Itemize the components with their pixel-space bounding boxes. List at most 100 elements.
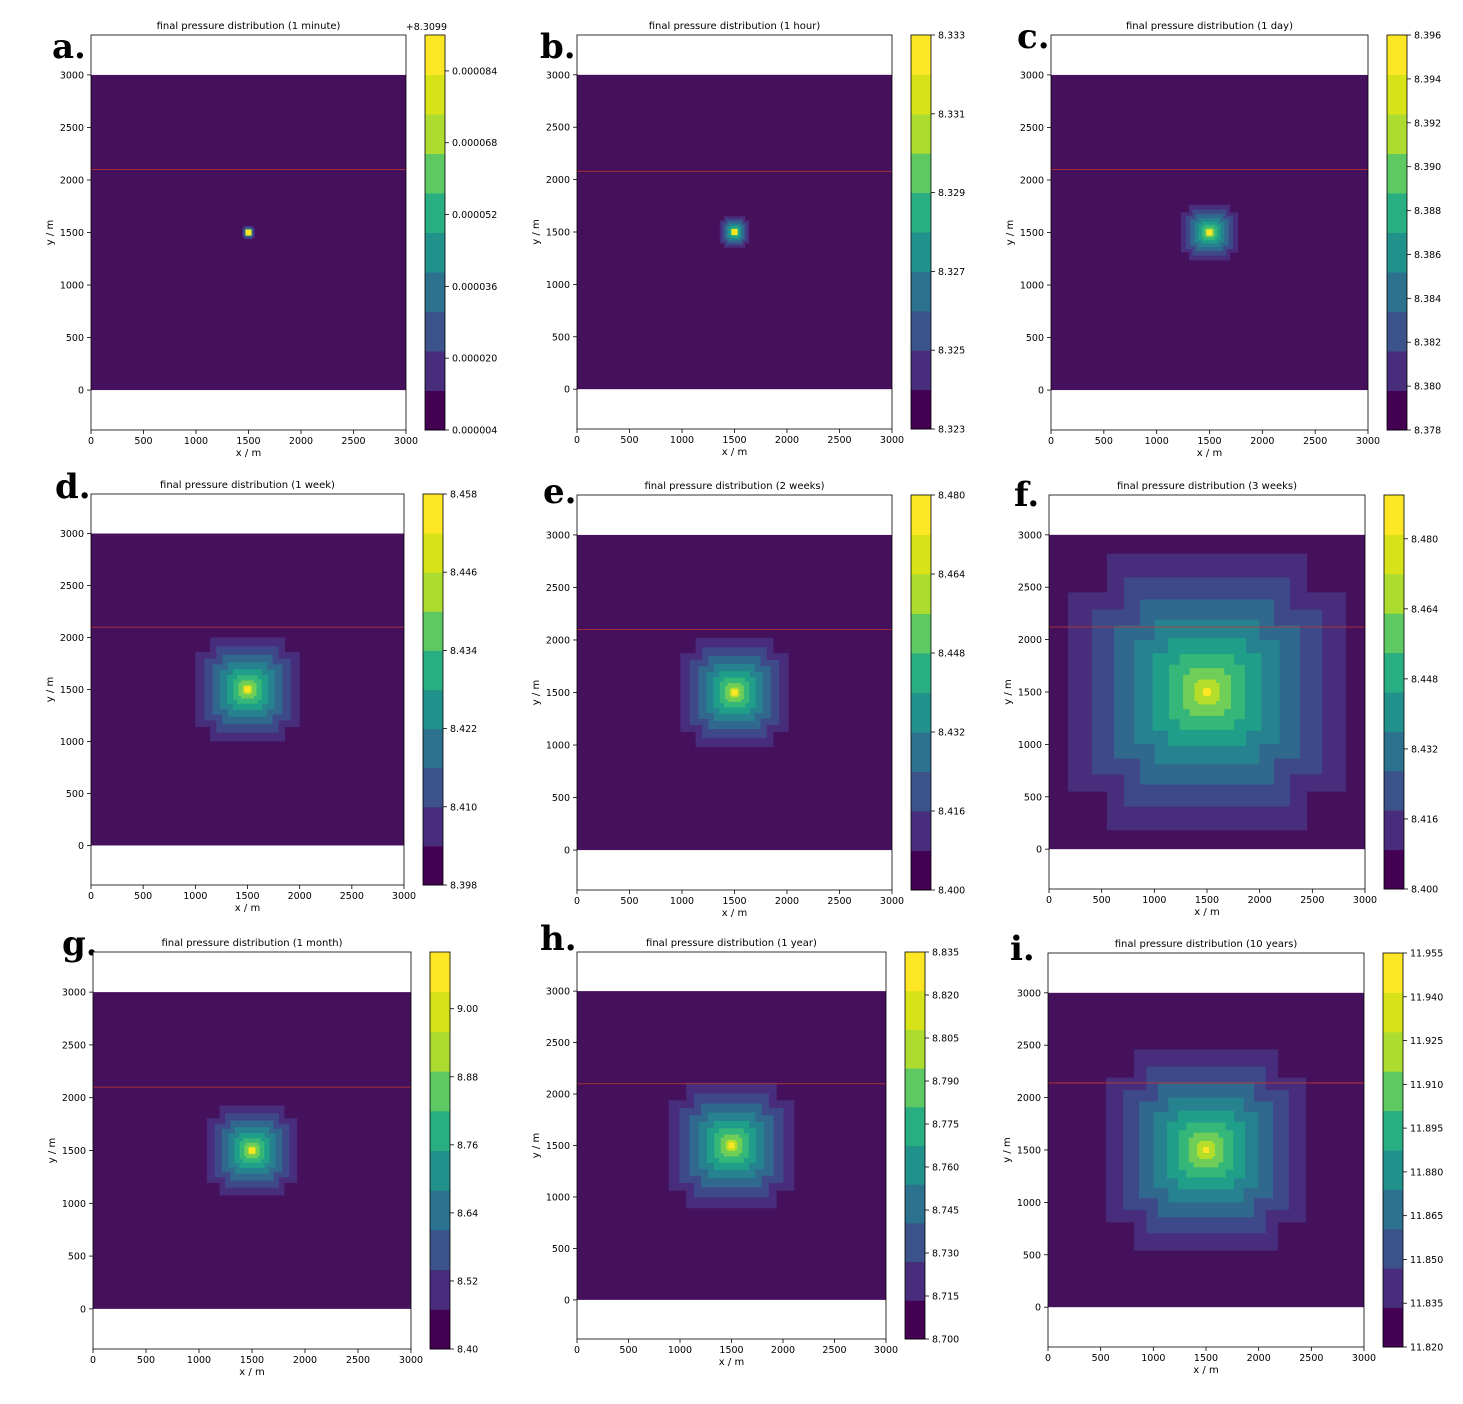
colorbar-tick-label: 8.480	[938, 491, 965, 502]
panel-title: final pressure distribution (1 year)	[646, 938, 817, 949]
colorbar-band	[1383, 1150, 1403, 1190]
x-tick-label: 1000	[668, 1345, 692, 1356]
colorbar-frame	[910, 34, 932, 430]
colorbar-tick-label: 8.745	[932, 1206, 959, 1217]
colorbar-band	[1387, 272, 1407, 312]
colorbar-band	[430, 1309, 450, 1350]
x-tick-label: 0	[1045, 1353, 1051, 1364]
x-tick-label: 2000	[1248, 895, 1272, 906]
panel-letter: f.	[1014, 475, 1039, 515]
y-tick-label: 0	[78, 841, 84, 852]
colorbar-band	[911, 495, 931, 535]
colorbar-band	[425, 193, 445, 233]
x-axis-label: x / m	[1193, 1365, 1218, 1376]
panel-title: final pressure distribution (1 week)	[160, 480, 335, 491]
colorbar-tick-label: 8.432	[1411, 744, 1438, 755]
colorbar-tick-label: 8.700	[932, 1335, 959, 1346]
y-axis-label: y / m	[47, 1138, 58, 1163]
colorbar-tick-label: 11.895	[1410, 1124, 1443, 1135]
x-axis-label: x / m	[239, 1367, 264, 1378]
colorbar-frame	[429, 951, 451, 1350]
x-tick-label: 3000	[880, 896, 904, 907]
colorbar-tick-label: 8.331	[938, 109, 965, 120]
colorbar-tick-label: 8.378	[1414, 426, 1441, 437]
colorbar-band	[423, 767, 443, 808]
y-tick-label: 1000	[546, 1192, 570, 1203]
y-tick-label: 2000	[546, 1090, 570, 1101]
colorbar-tick-label: 11.880	[1410, 1167, 1443, 1178]
y-tick-label: 1000	[546, 280, 570, 291]
colorbar-band	[905, 990, 925, 1030]
colorbar-tick-label: 0.000052	[452, 210, 497, 221]
panel-letter: g.	[62, 924, 98, 964]
colorbar-band	[423, 845, 443, 886]
colorbar-offset-label: +8.3099	[406, 22, 447, 33]
y-tick-label: 0	[564, 846, 570, 857]
colorbar-frame	[1382, 952, 1404, 1348]
x-tick-label: 2000	[288, 891, 312, 902]
y-axis-label: y / m	[531, 1133, 542, 1158]
colorbar-band	[911, 310, 931, 351]
colorbar-band	[1387, 311, 1407, 352]
panel-letter: c.	[1017, 17, 1050, 57]
colorbar-tick-label: 8.386	[1414, 250, 1441, 261]
colorbar-band	[911, 534, 931, 575]
colorbar-band	[911, 574, 931, 614]
y-tick-label: 1500	[546, 228, 570, 239]
y-tick-label: 2000	[60, 175, 84, 186]
colorbar-band	[911, 613, 931, 654]
source-point	[731, 229, 738, 235]
colorbar-band	[911, 113, 931, 154]
colorbar-band	[1384, 534, 1404, 575]
y-tick-label: 3000	[1017, 988, 1041, 999]
colorbar-band	[430, 1031, 450, 1072]
colorbar-band	[905, 1068, 925, 1108]
colorbar-band	[1383, 1268, 1403, 1309]
x-tick-label: 2000	[289, 436, 313, 447]
colorbar-tick-label: 11.910	[1410, 1080, 1443, 1091]
colorbar-band	[911, 271, 931, 312]
y-tick-label: 0	[78, 386, 84, 397]
x-tick-label: 2500	[1299, 1353, 1323, 1364]
colorbar-tick-label: 8.398	[450, 881, 477, 892]
colorbar-tick-label: 8.805	[932, 1034, 959, 1045]
colorbar-band	[425, 390, 445, 431]
colorbar-tick-label: 8.422	[450, 724, 477, 735]
y-tick-label: 2000	[60, 633, 84, 644]
colorbar-tick-label: 8.448	[1411, 674, 1438, 685]
colorbar-tick-label: 8.390	[1414, 162, 1441, 173]
y-tick-label: 1000	[1018, 740, 1042, 751]
colorbar-tick-label: 8.448	[938, 649, 965, 660]
y-tick-label: 3000	[62, 988, 86, 999]
colorbar-band	[1387, 114, 1407, 154]
colorbar-tick-label: 8.730	[932, 1249, 959, 1260]
colorbar-band	[423, 806, 443, 847]
colorbar-band	[430, 1229, 450, 1271]
colorbar-band	[905, 952, 925, 992]
colorbar-band	[905, 1261, 925, 1301]
colorbar-band	[423, 494, 443, 534]
x-tick-label: 0	[90, 1355, 96, 1366]
colorbar-frame	[424, 34, 446, 431]
colorbar-tick-label: 8.446	[450, 568, 477, 579]
colorbar-band	[911, 771, 931, 812]
y-tick-label: 500	[552, 793, 570, 804]
x-tick-label: 2500	[827, 896, 851, 907]
colorbar-tick-label: 0.000020	[452, 354, 497, 365]
colorbar-tick-label: 8.325	[938, 346, 965, 357]
y-tick-label: 1000	[1020, 281, 1044, 292]
colorbar-tick-label: 8.40	[457, 1345, 478, 1356]
x-tick-label: 1500	[235, 891, 259, 902]
colorbar-tick-label: 0.000036	[452, 282, 497, 293]
x-tick-label: 0	[1048, 436, 1054, 447]
y-tick-label: 1500	[62, 1146, 86, 1157]
colorbar-band	[1383, 1110, 1403, 1151]
y-tick-label: 2000	[62, 1093, 86, 1104]
colorbar-tick-label: 11.925	[1410, 1036, 1443, 1047]
x-tick-label: 2500	[340, 891, 364, 902]
y-tick-label: 1000	[62, 1199, 86, 1210]
y-tick-label: 1000	[60, 737, 84, 748]
panel-title: final pressure distribution (10 years)	[1115, 939, 1298, 950]
x-tick-label: 1500	[1197, 436, 1221, 447]
